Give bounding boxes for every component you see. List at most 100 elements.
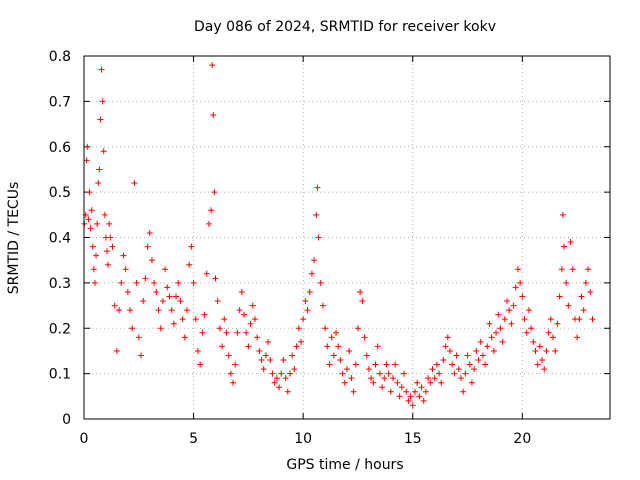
data-point <box>490 347 497 354</box>
data-point <box>554 320 561 327</box>
data-point <box>94 220 101 227</box>
data-point <box>313 211 320 218</box>
data-point <box>442 343 449 350</box>
data-point <box>357 288 364 295</box>
data-point <box>131 180 138 187</box>
data-point <box>113 347 120 354</box>
data-point <box>374 343 381 350</box>
data-point <box>550 334 557 341</box>
data-point <box>238 288 245 295</box>
data-point <box>519 293 526 300</box>
data-point <box>173 293 180 300</box>
data-point <box>352 361 359 368</box>
data-point <box>585 266 592 273</box>
data-point <box>256 347 263 354</box>
data-point <box>295 325 302 332</box>
data-point <box>234 329 241 336</box>
data-point <box>381 375 388 382</box>
data-point <box>436 370 443 377</box>
data-point <box>545 329 552 336</box>
data-point <box>96 166 103 173</box>
x-tick-label: 20 <box>513 431 531 447</box>
data-point <box>179 316 186 323</box>
data-point <box>192 316 199 323</box>
data-point <box>390 375 397 382</box>
data-point <box>190 279 197 286</box>
data-point <box>107 234 114 241</box>
plot-frame <box>83 55 611 420</box>
data-point <box>501 316 508 323</box>
data-point <box>311 257 318 264</box>
data-point <box>210 111 217 118</box>
data-point <box>328 334 335 341</box>
data-point <box>565 302 572 309</box>
data-point <box>479 352 486 359</box>
data-point <box>335 343 342 350</box>
data-point <box>304 307 311 314</box>
data-point <box>361 334 368 341</box>
data-point <box>354 325 361 332</box>
data-point <box>508 320 515 327</box>
data-point <box>376 370 383 377</box>
data-point <box>457 375 464 382</box>
data-point <box>514 266 521 273</box>
data-point <box>142 275 149 282</box>
data-point <box>403 388 410 395</box>
data-point <box>574 334 581 341</box>
x-tick-label: 5 <box>189 431 198 447</box>
data-point <box>287 370 294 377</box>
data-point <box>223 329 230 336</box>
data-point <box>95 180 102 187</box>
data-point <box>148 257 155 264</box>
data-point <box>541 366 548 373</box>
data-point <box>137 352 144 359</box>
data-point <box>422 388 429 395</box>
data-point <box>129 325 136 332</box>
x-axis-label: GPS time / hours <box>286 457 403 473</box>
data-point <box>525 307 532 314</box>
data-point <box>260 366 267 373</box>
data-point <box>552 347 559 354</box>
data-point <box>265 338 272 345</box>
data-point <box>559 211 566 218</box>
data-point <box>486 320 493 327</box>
data-point <box>89 243 96 250</box>
data-point <box>208 207 215 214</box>
data-point <box>140 298 147 305</box>
data-point <box>216 325 223 332</box>
data-point <box>157 325 164 332</box>
data-point <box>153 288 160 295</box>
data-point <box>245 343 252 350</box>
data-point <box>293 343 300 350</box>
data-point <box>460 388 467 395</box>
data-point <box>289 352 296 359</box>
data-point <box>315 234 322 241</box>
data-point <box>387 388 394 395</box>
data-point <box>438 379 445 386</box>
y-tick-label: 0.8 <box>49 49 71 65</box>
data-point <box>396 393 403 400</box>
data-point <box>146 229 153 236</box>
data-point <box>444 334 451 341</box>
data-point <box>278 370 285 377</box>
data-point <box>534 361 541 368</box>
data-point <box>240 311 247 318</box>
data-point <box>394 379 401 386</box>
data-point <box>466 361 473 368</box>
data-point <box>306 288 313 295</box>
data-point <box>368 375 375 382</box>
data-point <box>135 334 142 341</box>
data-point <box>475 357 482 364</box>
x-tick-label: 10 <box>294 431 312 447</box>
data-point <box>427 379 434 386</box>
data-point <box>124 288 131 295</box>
data-point <box>247 320 254 327</box>
data-point <box>201 311 208 318</box>
data-point <box>120 252 127 259</box>
data-point <box>88 207 95 214</box>
y-tick-label: 0.4 <box>49 231 71 247</box>
data-point <box>127 307 134 314</box>
data-point <box>243 329 250 336</box>
data-point <box>221 316 228 323</box>
data-point <box>363 352 370 359</box>
